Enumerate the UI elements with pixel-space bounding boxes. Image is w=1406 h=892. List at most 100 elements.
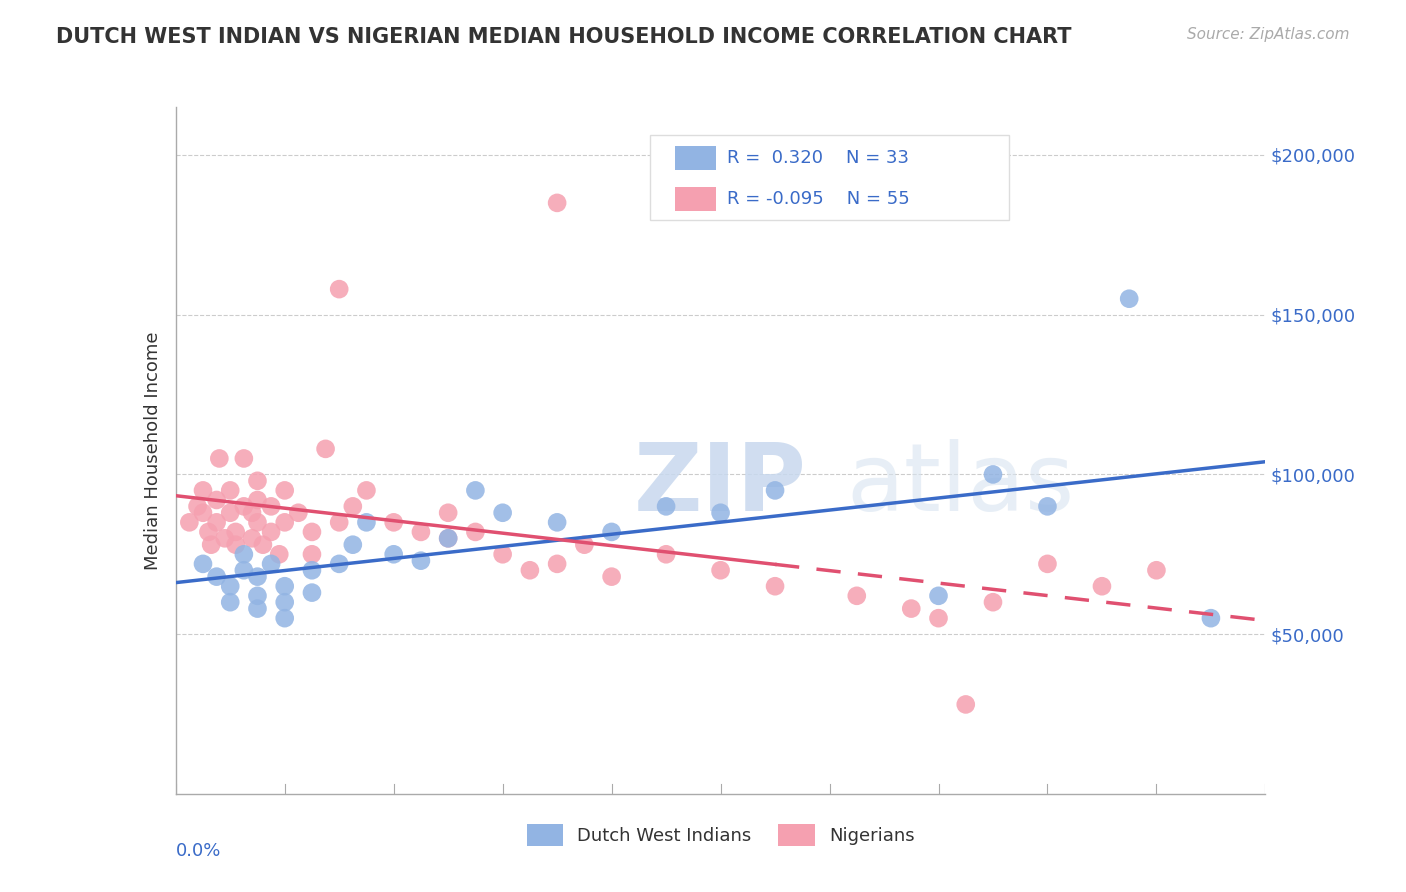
Text: 0.0%: 0.0% — [176, 842, 221, 860]
Point — [191, 483, 214, 498]
Y-axis label: Median Household Income: Median Household Income — [143, 331, 162, 570]
Point — [600, 569, 623, 583]
Point — [246, 493, 269, 508]
Point — [546, 557, 568, 571]
Point — [356, 483, 378, 498]
Point — [240, 506, 263, 520]
Point — [328, 282, 350, 296]
Point — [981, 467, 1004, 482]
Point — [287, 506, 309, 520]
Point — [301, 585, 323, 599]
Point — [342, 500, 364, 514]
Point — [200, 538, 222, 552]
Point — [1199, 611, 1222, 625]
Point — [382, 547, 405, 561]
Point — [437, 506, 460, 520]
Point — [208, 451, 231, 466]
Point — [186, 500, 209, 514]
Point — [955, 698, 977, 712]
Point — [710, 506, 733, 520]
Text: R = -0.095    N = 55: R = -0.095 N = 55 — [727, 190, 910, 208]
Point — [240, 531, 263, 545]
Point — [179, 516, 201, 530]
Point — [219, 506, 242, 520]
Point — [437, 531, 460, 545]
Point — [492, 547, 515, 561]
Text: atlas: atlas — [846, 439, 1074, 531]
Point — [225, 538, 247, 552]
Point — [246, 516, 269, 530]
Point — [214, 531, 236, 545]
Point — [191, 557, 214, 571]
Point — [197, 524, 219, 539]
Point — [763, 579, 786, 593]
Point — [1036, 557, 1059, 571]
Text: R =  0.320    N = 33: R = 0.320 N = 33 — [727, 149, 910, 167]
Point — [437, 531, 460, 545]
Point — [232, 563, 254, 577]
Point — [464, 483, 486, 498]
Point — [981, 595, 1004, 609]
Point — [409, 524, 432, 539]
Point — [763, 483, 786, 498]
Point — [301, 563, 323, 577]
Point — [600, 524, 623, 539]
Point — [382, 516, 405, 530]
FancyBboxPatch shape — [675, 145, 716, 170]
Point — [274, 595, 297, 609]
Point — [246, 474, 269, 488]
Point — [328, 516, 350, 530]
Text: DUTCH WEST INDIAN VS NIGERIAN MEDIAN HOUSEHOLD INCOME CORRELATION CHART: DUTCH WEST INDIAN VS NIGERIAN MEDIAN HOU… — [56, 27, 1071, 46]
Point — [546, 516, 568, 530]
Point — [492, 506, 515, 520]
Point — [655, 547, 678, 561]
Point — [246, 601, 269, 615]
Point — [205, 569, 228, 583]
Point — [574, 538, 596, 552]
Point — [1036, 500, 1059, 514]
Point — [342, 538, 364, 552]
Point — [205, 516, 228, 530]
Point — [928, 589, 950, 603]
Point — [900, 601, 922, 615]
Point — [219, 595, 242, 609]
FancyBboxPatch shape — [675, 186, 716, 211]
Point — [328, 557, 350, 571]
Point — [225, 524, 247, 539]
Point — [246, 589, 269, 603]
Point — [546, 195, 568, 210]
Point — [205, 493, 228, 508]
Point — [274, 579, 297, 593]
FancyBboxPatch shape — [650, 135, 1010, 220]
Point — [1091, 579, 1114, 593]
Point — [301, 524, 323, 539]
Point — [260, 557, 283, 571]
Text: ZIP: ZIP — [633, 439, 806, 531]
Point — [655, 500, 678, 514]
Point — [1144, 563, 1167, 577]
Text: Source: ZipAtlas.com: Source: ZipAtlas.com — [1187, 27, 1350, 42]
Point — [356, 516, 378, 530]
Point — [269, 547, 291, 561]
Point — [301, 547, 323, 561]
Point — [232, 547, 254, 561]
Point — [219, 579, 242, 593]
Point — [219, 483, 242, 498]
Point — [246, 569, 269, 583]
Point — [260, 500, 283, 514]
Point — [232, 500, 254, 514]
Point — [232, 451, 254, 466]
Point — [1118, 292, 1140, 306]
Point — [274, 516, 297, 530]
Point — [252, 538, 274, 552]
Legend: Dutch West Indians, Nigerians: Dutch West Indians, Nigerians — [519, 817, 922, 854]
Point — [845, 589, 868, 603]
Point — [315, 442, 337, 456]
Point — [274, 483, 297, 498]
Point — [710, 563, 733, 577]
Point — [519, 563, 541, 577]
Point — [274, 611, 297, 625]
Point — [928, 611, 950, 625]
Point — [260, 524, 283, 539]
Point — [191, 506, 214, 520]
